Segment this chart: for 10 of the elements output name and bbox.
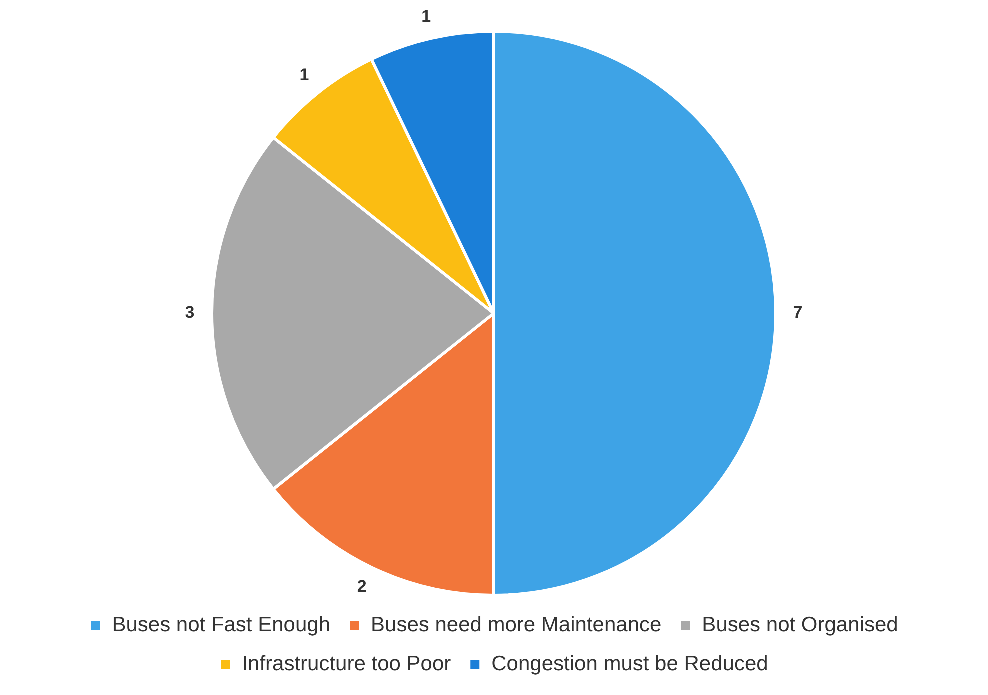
legend-label: Congestion must be Reduced: [492, 652, 768, 676]
legend-label: Buses not Fast Enough: [112, 613, 331, 636]
data-label: 1: [300, 66, 310, 85]
data-label: 3: [185, 303, 195, 322]
legend-label: Infrastructure too Poor: [242, 652, 452, 676]
data-label: 7: [793, 303, 803, 322]
data-label: 2: [357, 577, 367, 596]
legend-label: Buses not Organised: [702, 613, 898, 636]
data-label: 1: [422, 6, 432, 26]
legend-label: Buses need more Maintenance: [371, 613, 662, 636]
